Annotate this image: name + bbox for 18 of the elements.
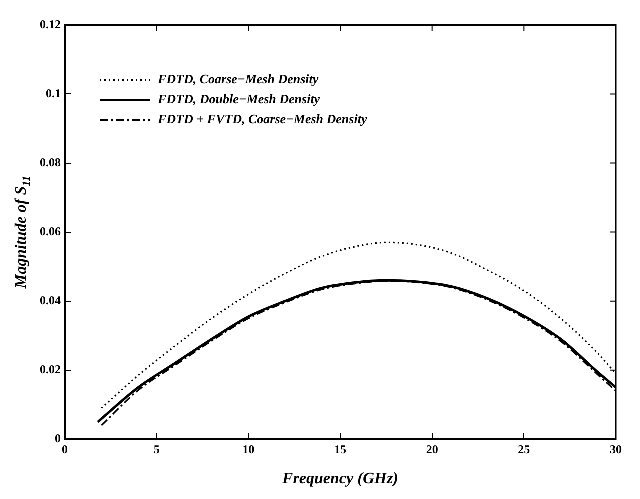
y-tick-label: 0.02 [40,362,61,376]
y-tick-label: 0.06 [40,224,61,238]
y-tick-label: 0.1 [46,86,61,100]
x-axis-title: Frequency (GHz) [282,470,398,488]
y-tick-label: 0 [55,431,61,446]
y-axis-title: Magnitude of S11 [13,176,33,290]
legend-label: FDTD, Double−Mesh Density [157,92,320,107]
x-tick-label: 20 [426,442,438,457]
x-tick-label: 25 [518,442,530,457]
y-tick-label: 0.12 [40,17,61,32]
x-tick-label: 15 [334,442,346,457]
x-tick-label: 5 [154,442,160,457]
legend-label: FDTD, Coarse−Mesh Density [157,72,319,87]
x-tick-label: 30 [610,442,622,457]
legend-label: FDTD + FVTD, Coarse−Mesh Density [157,112,368,127]
x-tick-label: 10 [242,442,255,457]
y-tick-label: 0.04 [40,293,61,308]
y-tick-label: 0.08 [40,155,61,170]
